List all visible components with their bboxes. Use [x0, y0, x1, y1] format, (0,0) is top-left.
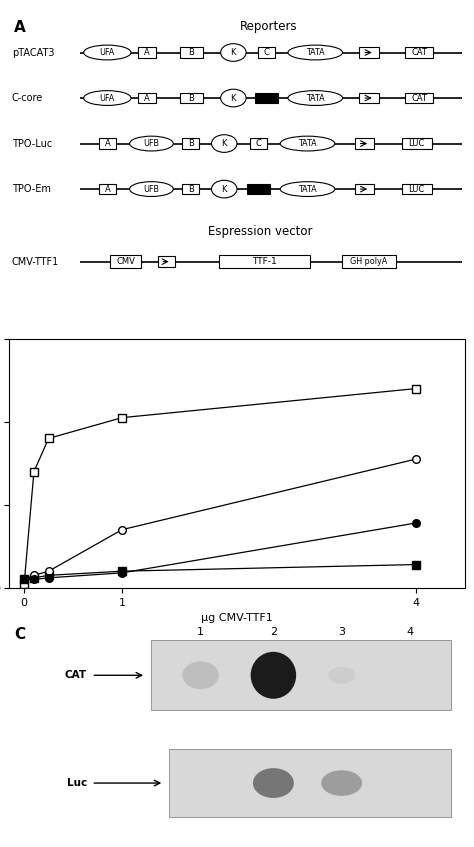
- Text: A: A: [144, 48, 150, 57]
- X-axis label: μg CMV-TTF1: μg CMV-TTF1: [201, 613, 273, 623]
- Text: UFB: UFB: [144, 139, 159, 148]
- Bar: [342, 256, 396, 268]
- Text: UFA: UFA: [100, 93, 115, 102]
- Text: CMV-TTF1: CMV-TTF1: [12, 257, 59, 267]
- Text: pTACAT3: pTACAT3: [12, 47, 54, 58]
- Bar: [355, 184, 374, 195]
- Bar: [110, 256, 141, 268]
- Ellipse shape: [211, 180, 237, 198]
- Bar: [180, 93, 203, 103]
- Ellipse shape: [321, 770, 362, 796]
- Ellipse shape: [220, 89, 246, 107]
- Text: K: K: [231, 93, 236, 102]
- Text: K: K: [221, 185, 227, 194]
- Ellipse shape: [288, 45, 343, 60]
- Ellipse shape: [129, 182, 173, 197]
- Ellipse shape: [129, 136, 173, 151]
- Bar: [99, 184, 116, 194]
- Text: CAT: CAT: [411, 48, 427, 57]
- Ellipse shape: [182, 662, 219, 689]
- Text: TATA: TATA: [298, 185, 317, 194]
- Text: Reporters: Reporters: [240, 19, 298, 33]
- Bar: [359, 47, 379, 58]
- Bar: [138, 47, 155, 58]
- Text: B: B: [189, 93, 194, 102]
- Text: Luc: Luc: [66, 778, 87, 788]
- Bar: [258, 47, 275, 58]
- Text: B: B: [188, 185, 193, 194]
- Bar: [405, 93, 433, 103]
- Bar: [247, 184, 270, 194]
- Text: B: B: [188, 139, 193, 148]
- Text: TATA: TATA: [306, 93, 325, 102]
- Ellipse shape: [280, 136, 335, 151]
- Bar: [359, 92, 379, 103]
- Text: TTF-1: TTF-1: [252, 257, 277, 266]
- Text: A: A: [104, 139, 110, 148]
- Text: K: K: [221, 139, 227, 148]
- Text: A: A: [144, 93, 150, 102]
- Bar: [138, 93, 155, 103]
- Ellipse shape: [211, 135, 237, 152]
- Ellipse shape: [83, 91, 131, 105]
- Bar: [355, 138, 374, 149]
- Text: UFA: UFA: [100, 48, 115, 57]
- Text: C-core: C-core: [12, 93, 43, 103]
- Text: Espression vector: Espression vector: [208, 224, 312, 238]
- Text: 1: 1: [197, 628, 204, 637]
- Bar: [180, 47, 203, 58]
- Text: TATA: TATA: [306, 48, 325, 57]
- Text: C: C: [14, 628, 25, 642]
- Ellipse shape: [251, 652, 296, 699]
- Bar: [402, 138, 431, 149]
- Bar: [169, 749, 451, 817]
- Bar: [99, 138, 116, 149]
- Text: GH polyA: GH polyA: [350, 257, 388, 266]
- Text: C: C: [264, 48, 270, 57]
- Text: CAT: CAT: [411, 93, 427, 102]
- Ellipse shape: [280, 182, 335, 197]
- Text: A: A: [14, 19, 26, 35]
- Bar: [151, 640, 451, 711]
- Ellipse shape: [220, 44, 246, 61]
- Bar: [402, 184, 431, 194]
- Bar: [219, 256, 310, 268]
- Bar: [158, 256, 175, 268]
- Text: UFB: UFB: [144, 185, 159, 194]
- Text: 4: 4: [406, 628, 413, 637]
- Ellipse shape: [288, 91, 343, 105]
- Text: A: A: [104, 185, 110, 194]
- Text: C: C: [256, 139, 262, 148]
- Text: B: B: [189, 48, 194, 57]
- Ellipse shape: [253, 768, 294, 798]
- Text: TATA: TATA: [298, 139, 317, 148]
- Bar: [250, 138, 267, 149]
- Text: CMV: CMV: [116, 257, 135, 266]
- Ellipse shape: [328, 667, 356, 684]
- Bar: [182, 184, 199, 194]
- Text: LUC: LUC: [409, 139, 425, 148]
- Bar: [405, 47, 433, 58]
- Text: CAT: CAT: [65, 670, 87, 680]
- Text: TPO-Luc: TPO-Luc: [12, 139, 52, 148]
- Text: 2: 2: [270, 628, 277, 637]
- Bar: [182, 138, 199, 149]
- Text: TPO-Em: TPO-Em: [12, 184, 51, 194]
- Bar: [255, 93, 278, 103]
- Ellipse shape: [83, 45, 131, 60]
- Text: LUC: LUC: [409, 185, 425, 194]
- Text: 3: 3: [338, 628, 345, 637]
- Text: K: K: [231, 48, 236, 57]
